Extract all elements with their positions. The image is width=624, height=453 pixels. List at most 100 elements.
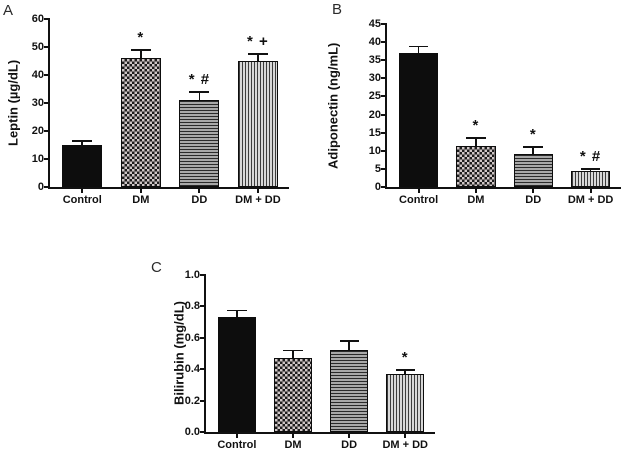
- y-tick: [381, 59, 387, 62]
- y-tick: [44, 158, 50, 160]
- x-category-label: DD: [525, 194, 542, 206]
- y-tick-label: 45: [368, 18, 381, 30]
- y-tick-label: 20: [31, 125, 44, 137]
- panel-b-plot-area: 0 5 10 15 20 25 30 35 40 45 Control * DM * DD * # DM + D…: [369, 18, 621, 206]
- error-bar-cap: [395, 369, 415, 371]
- error-bar-stem: [532, 147, 535, 155]
- x-category-label: DM: [284, 439, 302, 451]
- bar-dd: [179, 100, 220, 187]
- x-category-label: DD: [191, 194, 208, 206]
- y-tick-label: 25: [368, 90, 381, 103]
- x-tick: [256, 189, 259, 193]
- y-tick-label: 0: [374, 181, 381, 193]
- y-tick-label: 10: [31, 153, 44, 165]
- x-tick: [198, 189, 201, 193]
- error-bar-cap: [189, 91, 210, 93]
- error-bar-stem: [236, 310, 238, 318]
- x-tick: [417, 189, 420, 193]
- bar-dd: [329, 350, 369, 432]
- panel-c: C Bilirubin (mg/dL) 0.0 0.2 0.4 0.6 0.8 1.0 Co…: [130, 255, 460, 453]
- error-bar-cap: [466, 137, 486, 139]
- error-bar-cap: [408, 45, 429, 48]
- panel-b-letter: B: [332, 1, 343, 18]
- y-tick-label: 0.6: [184, 331, 200, 344]
- x-tick: [292, 434, 295, 438]
- bar-dm: [120, 58, 161, 187]
- y-tick-label: 0: [37, 181, 44, 193]
- y-tick-label: 20: [368, 108, 381, 121]
- y-tick: [44, 18, 50, 20]
- x-category-label: Control: [399, 194, 439, 206]
- y-tick: [200, 368, 206, 371]
- panel-b: B Adiponectin (ng/mL) 0 5 10 15 20 25 30 35 40 45…: [312, 0, 624, 215]
- significance-annotation: * +: [247, 33, 269, 50]
- error-bar-cap: [247, 53, 268, 55]
- y-tick: [44, 102, 50, 104]
- bar-control: [217, 317, 257, 432]
- y-tick-label: 15: [368, 126, 381, 139]
- error-bar-cap: [523, 146, 544, 148]
- error-bar-stem: [140, 49, 142, 59]
- error-bar-cap: [339, 340, 359, 342]
- y-tick: [381, 167, 387, 170]
- error-bar-stem: [198, 91, 201, 101]
- y-tick: [381, 77, 387, 80]
- significance-annotation: * #: [579, 147, 602, 165]
- error-bar-cap: [580, 168, 601, 170]
- y-tick-label: 50: [31, 41, 44, 53]
- bar-dm-dd: [237, 61, 278, 187]
- significance-annotation: *: [401, 348, 409, 366]
- y-tick-label: 40: [31, 69, 44, 81]
- panel-a: A Leptin (µg/dL) 0 10 20 30 40 50 60 Control * DM…: [0, 0, 308, 215]
- x-category-label: Control: [217, 439, 257, 451]
- error-bar-cap: [283, 349, 303, 352]
- bar-control: [62, 145, 103, 187]
- panel-c-letter: C: [151, 259, 162, 276]
- y-tick: [200, 431, 206, 433]
- x-category-label: Control: [62, 194, 102, 206]
- x-category-label: DD: [341, 439, 358, 451]
- y-tick-label: 60: [31, 13, 44, 25]
- x-tick: [348, 434, 351, 438]
- bar-dm: [456, 146, 496, 187]
- significance-annotation: *: [137, 28, 145, 46]
- x-tick: [532, 189, 535, 193]
- error-bar-stem: [475, 138, 477, 147]
- y-tick: [200, 305, 206, 308]
- error-bar-stem: [292, 350, 294, 359]
- panel-a-plot-area: 0 10 20 30 40 50 60 Control * DM * # DD * + DM + DD: [32, 13, 289, 206]
- error-bar-cap: [227, 309, 247, 312]
- y-tick-label: 0.2: [184, 394, 200, 407]
- y-tick: [381, 95, 387, 98]
- y-tick: [381, 149, 387, 152]
- panel-c-plot-area: 0.0 0.2 0.4 0.6 0.8 1.0 Control DM DD * DM + DD: [185, 269, 435, 451]
- error-bar-stem: [81, 140, 84, 145]
- x-category-label: DM: [132, 194, 150, 206]
- significance-annotation: * #: [188, 70, 211, 88]
- bar-dm-dd: [570, 171, 611, 187]
- x-tick: [139, 189, 142, 193]
- bar-dm-dd: [385, 373, 425, 432]
- significance-annotation: *: [472, 117, 480, 135]
- y-tick: [44, 186, 50, 188]
- y-tick: [381, 131, 387, 134]
- y-tick: [381, 41, 387, 44]
- error-bar-stem: [589, 168, 592, 172]
- y-tick-label: 0.4: [184, 363, 200, 376]
- y-tick-label: 40: [368, 36, 381, 49]
- x-tick: [404, 434, 407, 438]
- significance-annotation: *: [529, 126, 537, 144]
- y-tick: [200, 274, 206, 276]
- x-tick: [235, 434, 238, 438]
- y-tick: [44, 130, 50, 132]
- error-bar-stem: [404, 369, 407, 374]
- y-tick: [381, 113, 387, 116]
- y-tick-label: 1.0: [184, 269, 200, 281]
- error-bar-stem: [348, 340, 350, 351]
- bar-dd: [513, 154, 553, 187]
- error-bar-stem: [257, 54, 259, 61]
- error-bar-cap: [72, 140, 93, 142]
- x-tick: [81, 189, 84, 193]
- error-bar-cap: [130, 49, 151, 51]
